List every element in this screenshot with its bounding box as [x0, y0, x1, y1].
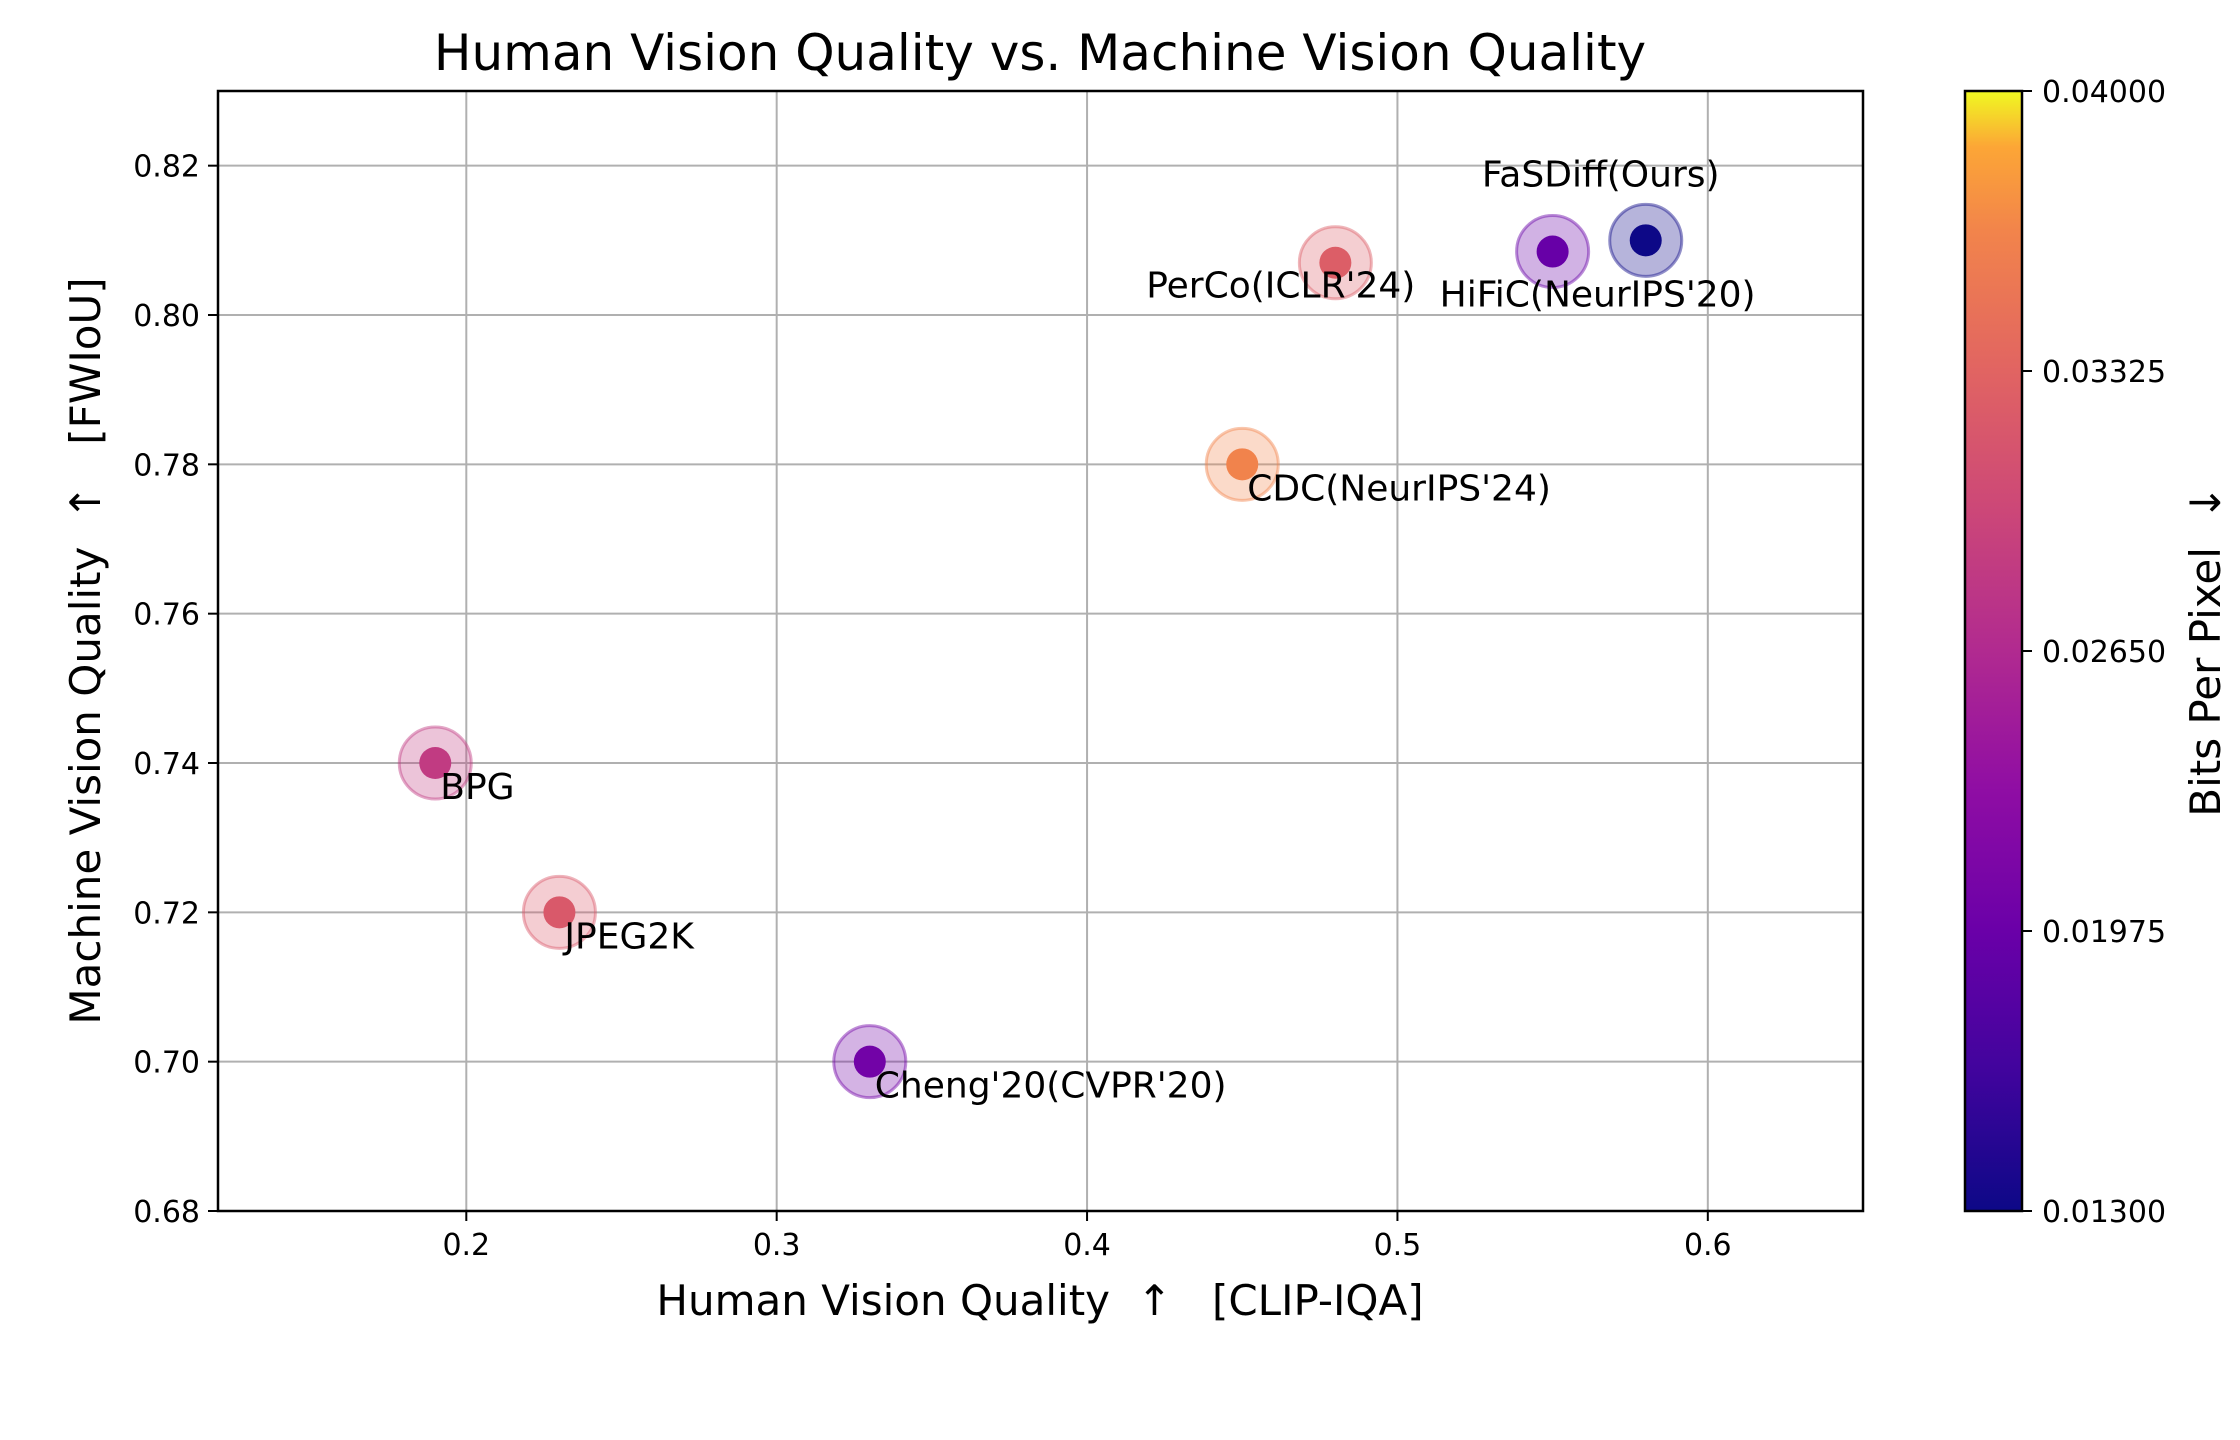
x-axis-label: Human Vision Quality ↑ [CLIP-IQA] — [656, 1276, 1423, 1325]
point-label: JPEG2K — [562, 916, 695, 957]
point-label: HiFiC(NeurIPS'20) — [1440, 275, 1756, 316]
data-point: BPG — [397, 725, 515, 808]
point-label: CDC(NeurIPS'24) — [1247, 468, 1551, 509]
colorbar-tick-label: 0.01300 — [2042, 1195, 2166, 1230]
y-tick-label: 0.76 — [133, 598, 200, 633]
point-label: FaSDiff(Ours) — [1482, 154, 1720, 195]
data-point: JPEG2K — [521, 874, 695, 957]
point-marker — [1629, 224, 1662, 257]
point-marker — [1536, 235, 1569, 268]
x-tick-label: 0.2 — [442, 1228, 490, 1263]
plot-frame — [216, 89, 1865, 1213]
data-point: PerCo(ICLR'24) — [1146, 225, 1415, 307]
x-tick-label: 0.3 — [753, 1228, 801, 1263]
axis-ticks: 0.2 0.3 0.4 0.5 0.6 0.68 0.70 0.72 0.74 0.76 0.78 0… — [133, 150, 1731, 1263]
point-marker — [419, 747, 452, 779]
data-point: HiFiC(NeurIPS'20) — [1440, 214, 1756, 316]
colorbar-label: Bits Per Pixel ↓ — [2181, 485, 2230, 817]
y-tick-label: 0.82 — [133, 150, 200, 185]
chart-title: Human Vision Quality vs. Machine Vision … — [434, 24, 1646, 82]
colorbar-ticks: 0.01300 0.01975 0.02650 0.03325 0.04000 — [2022, 75, 2166, 1230]
colorbar-tick-label: 0.04000 — [2042, 75, 2166, 110]
colorbar: 0.01300 0.01975 0.02650 0.03325 0.04000 Bits… — [1963, 75, 2230, 1230]
data-points: FaSDiff(Ours) HiFiC(NeurIPS'20) PerCo(ICLR… — [397, 154, 1756, 1107]
data-point: FaSDiff(Ours) — [1482, 154, 1720, 278]
y-tick-label: 0.68 — [133, 1195, 200, 1230]
y-tick-label: 0.72 — [133, 896, 200, 931]
y-tick-label: 0.70 — [133, 1046, 200, 1081]
x-tick-label: 0.6 — [1684, 1228, 1732, 1263]
colorbar-gradient — [1963, 89, 2024, 1213]
x-tick-label: 0.4 — [1063, 1228, 1111, 1263]
point-marker — [1319, 246, 1352, 279]
colorbar-tick-label: 0.03325 — [2042, 355, 2166, 390]
data-point: CDC(NeurIPS'24) — [1204, 426, 1551, 509]
y-tick-label: 0.74 — [133, 747, 200, 782]
point-label: PerCo(ICLR'24) — [1146, 266, 1415, 307]
point-label: Cheng'20(CVPR'20) — [875, 1066, 1227, 1107]
point-marker — [853, 1045, 886, 1078]
point-marker — [543, 896, 576, 929]
colorbar-tick-label: 0.01975 — [2042, 915, 2166, 950]
data-point: Cheng'20(CVPR'20) — [832, 1024, 1227, 1107]
y-tick-label: 0.80 — [133, 299, 200, 334]
x-tick-label: 0.5 — [1374, 1228, 1422, 1263]
point-label: BPG — [440, 767, 514, 808]
y-axis-label: Machine Vision Quality ↑ [FWIoU] — [61, 277, 110, 1024]
point-marker — [1226, 448, 1259, 481]
y-tick-label: 0.78 — [133, 448, 200, 483]
colorbar-tick-label: 0.02650 — [2042, 635, 2166, 670]
